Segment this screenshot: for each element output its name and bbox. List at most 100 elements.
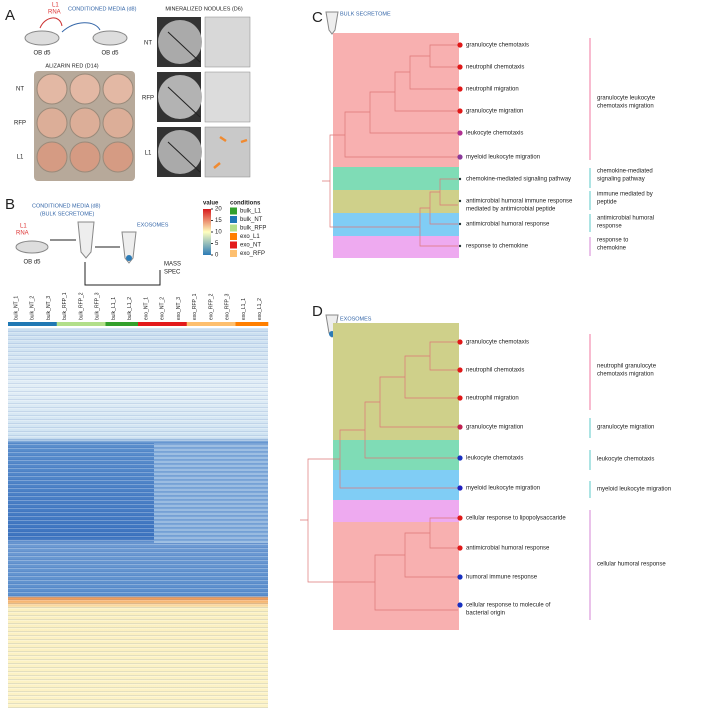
condition-bar: [105, 322, 123, 326]
column-label: exo_NT_2: [160, 297, 166, 320]
well: [102, 73, 134, 105]
term-label: chemokine-mediated signaling pathway: [466, 177, 571, 183]
group-label: chemokine: [597, 246, 627, 252]
legend-label: bulk_L1: [240, 209, 262, 215]
column-label: bulk_L1_1: [111, 297, 117, 320]
row-label: L1: [145, 151, 152, 157]
legend-swatch: [230, 233, 237, 240]
condition-bar: [251, 322, 269, 326]
panel-label: B: [5, 196, 15, 213]
term-label: myeloid leukocyte migration: [466, 486, 540, 492]
term-label: neutrophil migration: [466, 87, 519, 93]
rna-label: L1: [52, 3, 59, 9]
well: [36, 107, 68, 139]
tick-label: 15: [215, 218, 222, 224]
tube: [121, 231, 137, 264]
term-label: cellular response to lipopolysaccaride: [466, 516, 566, 522]
term-label: neutrophil chemotaxis: [466, 65, 524, 71]
tick-label: 5: [215, 241, 219, 247]
row-label: L1: [17, 155, 24, 161]
term-dot: [457, 545, 463, 551]
term-label: antimicrobial humoral immune response: [466, 199, 573, 205]
column-label: bulk_RFP_1: [62, 292, 68, 320]
rna-label: L1: [20, 224, 27, 230]
term-label: cellular response to molecule of: [466, 603, 551, 609]
condition-bar: [56, 322, 74, 326]
term-label: humoral immune response: [466, 575, 538, 581]
plate-title: ALIZARIN RED (D14): [45, 63, 98, 69]
group-label: granulocyte leukocyte: [597, 96, 656, 102]
column-label: exo_RFP_3: [225, 293, 231, 320]
condition-bar: [138, 322, 155, 326]
micrographs: [157, 16, 251, 178]
condition-bar: [219, 322, 236, 326]
column-label: exo_L1_2: [257, 298, 263, 320]
arrow: [50, 239, 161, 286]
condition-bar: [8, 322, 25, 326]
exosome-pellet: [126, 255, 132, 261]
well: [69, 107, 101, 139]
dish-label: OB d5: [101, 51, 119, 57]
term-label: leukocyte chemotaxis: [466, 456, 523, 462]
column-label: bulk_RFP_3: [95, 292, 101, 320]
term-label: antimicrobial humoral response: [466, 546, 550, 552]
dish: [15, 240, 49, 254]
column-label: bulk_RFP_2: [78, 292, 84, 320]
term-label: granulocyte chemotaxis: [466, 43, 529, 49]
term-dot: [457, 602, 463, 608]
term-dot: [457, 108, 463, 114]
term-label: response to chemokine: [466, 244, 529, 250]
row-label: NT: [16, 87, 24, 93]
term-label: neutrophil chemotaxis: [466, 368, 524, 374]
term-dot: [457, 367, 463, 373]
panel-title: BULK SECRETOME: [340, 11, 391, 17]
term-label: bacterial origin: [466, 611, 505, 617]
column-label: bulk_NT_1: [13, 296, 19, 320]
terms: granulocyte chemotaxis neutrophil chemota…: [457, 334, 671, 620]
arrow: [61, 22, 101, 33]
condition-bar: [89, 322, 106, 326]
group-label: chemotaxis migration: [597, 104, 654, 110]
color-scale: [203, 209, 211, 255]
rna-label: RNA: [16, 231, 29, 237]
group-label: signaling pathway: [597, 177, 645, 183]
term-label: granulocyte chemotaxis: [466, 340, 529, 346]
column-label: bulk_NT_3: [46, 296, 52, 320]
condition-bar: [235, 322, 253, 326]
panel-label: C: [312, 9, 323, 26]
dish-label: OB d5: [23, 260, 41, 266]
column-label: bulk_L1_2: [127, 297, 133, 320]
term-dot: [457, 64, 463, 70]
well: [36, 73, 68, 105]
group-label: response to: [597, 238, 629, 244]
legend-title: value: [203, 201, 219, 207]
panel-title: EXOSOMES: [340, 316, 372, 322]
panel-label: D: [312, 303, 323, 320]
well: [69, 141, 101, 173]
term-dot: [457, 455, 463, 461]
terms: granulocyte chemotaxis neutrophil chemota…: [457, 38, 656, 256]
media-label: CONDITIONED MEDIA (d8): [68, 6, 137, 12]
legend-label: exo_L1: [240, 234, 260, 240]
tube: [77, 221, 95, 259]
dish: [24, 30, 60, 46]
term-label: antimicrobial humoral response: [466, 222, 550, 228]
term-dot: [457, 86, 463, 92]
group-label: myeloid leukocyte migration: [597, 487, 671, 493]
columns: bulk_NT_1 bulk_NT_2 bulk_NT_3 bulk_RFP_1 bul…: [8, 292, 269, 326]
dish: [92, 30, 128, 46]
mass-spec: MASS: [164, 262, 181, 268]
group-label: peptide: [597, 200, 617, 206]
legend-swatch: [230, 224, 237, 232]
column-label: exo_NT_1: [143, 297, 149, 320]
term-label: granulocyte migration: [466, 425, 523, 431]
rna-label: RNA: [48, 10, 61, 16]
well: [36, 141, 68, 173]
group-label: leukocyte chemotaxis: [597, 457, 654, 463]
well: [69, 73, 101, 105]
tick-label: 20: [215, 207, 222, 213]
group-label: granulocyte migration: [597, 425, 654, 431]
wells: [36, 73, 134, 173]
term-dot: [458, 244, 462, 248]
